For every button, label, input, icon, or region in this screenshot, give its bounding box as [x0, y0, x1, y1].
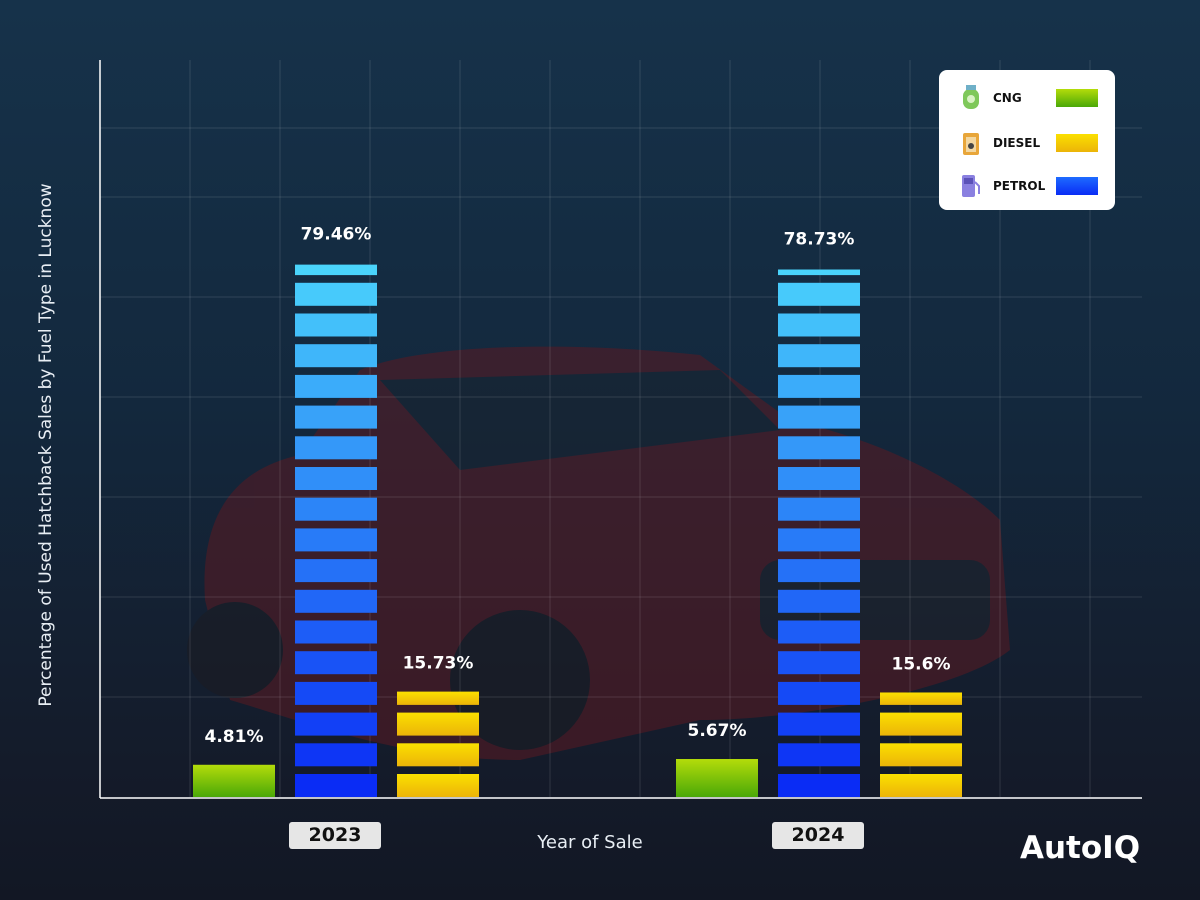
bar-segment: [295, 712, 377, 736]
jerry-can-icon: [959, 129, 983, 157]
gas-cylinder-icon: [959, 84, 983, 112]
data-label: 5.67%: [688, 721, 747, 741]
bar-segment: [778, 589, 860, 613]
bar-segment: [880, 774, 962, 797]
grid-lines: [100, 60, 1142, 797]
bar-segment: [295, 589, 377, 613]
legend-label: PETROL: [993, 179, 1046, 193]
bar-segment: [778, 528, 860, 552]
x-tick-2023: 2023: [289, 822, 381, 849]
bar-segment: [778, 620, 860, 644]
legend: CNG DIESEL PETROL: [939, 70, 1115, 210]
brand-logo: AutoIQ: [1020, 830, 1141, 866]
data-label: 4.81%: [205, 727, 264, 747]
bar-segment: [295, 344, 377, 368]
bar-segment: [778, 774, 860, 797]
bar-petrol-2024: [778, 269, 860, 797]
bar-segment: [778, 374, 860, 398]
bar-segment: [397, 774, 479, 797]
y-axis-label: Percentage of Used Hatchback Sales by Fu…: [36, 183, 56, 707]
x-tick-2024: 2024: [772, 822, 864, 849]
fuel-pump-icon: [959, 172, 983, 200]
bar-segment: [676, 759, 758, 797]
legend-swatch-petrol: [1056, 177, 1098, 195]
data-label: 15.6%: [892, 654, 951, 674]
bar-segment: [778, 467, 860, 490]
bar-segment: [295, 436, 377, 460]
bar-segment: [778, 497, 860, 521]
bar-cng-2024: [676, 759, 758, 797]
data-label: 15.73%: [403, 654, 474, 674]
bar-segment: [397, 691, 479, 705]
bar-segment: [295, 528, 377, 552]
legend-swatch-diesel: [1056, 134, 1098, 152]
bar-segment: [778, 282, 860, 306]
bar-diesel-2023: [397, 691, 479, 797]
bar-segment: [295, 264, 377, 276]
legend-item-cng: CNG: [959, 83, 1098, 113]
bar-segment: [778, 313, 860, 337]
legend-swatch-cng: [1056, 89, 1098, 107]
bar-segment: [778, 269, 860, 276]
bar-segment: [880, 712, 962, 736]
bar-segment: [295, 651, 377, 675]
bar-segment: [295, 743, 377, 767]
bar-petrol-2023: [295, 264, 377, 797]
bar-segment: [295, 374, 377, 398]
data-label: 79.46%: [301, 225, 372, 245]
bar-segment: [778, 681, 860, 705]
data-label: 78.73%: [784, 230, 855, 250]
bar-segment: [295, 559, 377, 583]
bar-segment: [295, 497, 377, 521]
bar-segment: [778, 405, 860, 429]
legend-item-diesel: DIESEL: [959, 128, 1098, 158]
bar-segment: [295, 405, 377, 429]
bar-segment: [295, 681, 377, 705]
legend-item-petrol: PETROL: [959, 171, 1098, 201]
bar-segment: [295, 774, 377, 797]
bar-segment: [778, 712, 860, 736]
bar-segment: [880, 692, 962, 705]
bar-segment: [778, 743, 860, 767]
bar-segment: [295, 313, 377, 337]
bar-segment: [880, 743, 962, 767]
bar-segment: [295, 467, 377, 490]
x-axis-label: Year of Sale: [537, 832, 643, 853]
bar-segment: [778, 344, 860, 368]
bar-segment: [295, 282, 377, 306]
bar-segment: [397, 712, 479, 736]
legend-label: CNG: [993, 91, 1022, 105]
bar-segment: [778, 436, 860, 460]
bar-segment: [778, 651, 860, 675]
bar-diesel-2024: [880, 692, 962, 797]
bar-cng-2023: [193, 764, 275, 797]
bar-segment: [193, 764, 275, 797]
bar-segment: [295, 620, 377, 644]
legend-label: DIESEL: [993, 136, 1041, 150]
bar-segment: [397, 743, 479, 767]
bar-segment: [778, 559, 860, 583]
